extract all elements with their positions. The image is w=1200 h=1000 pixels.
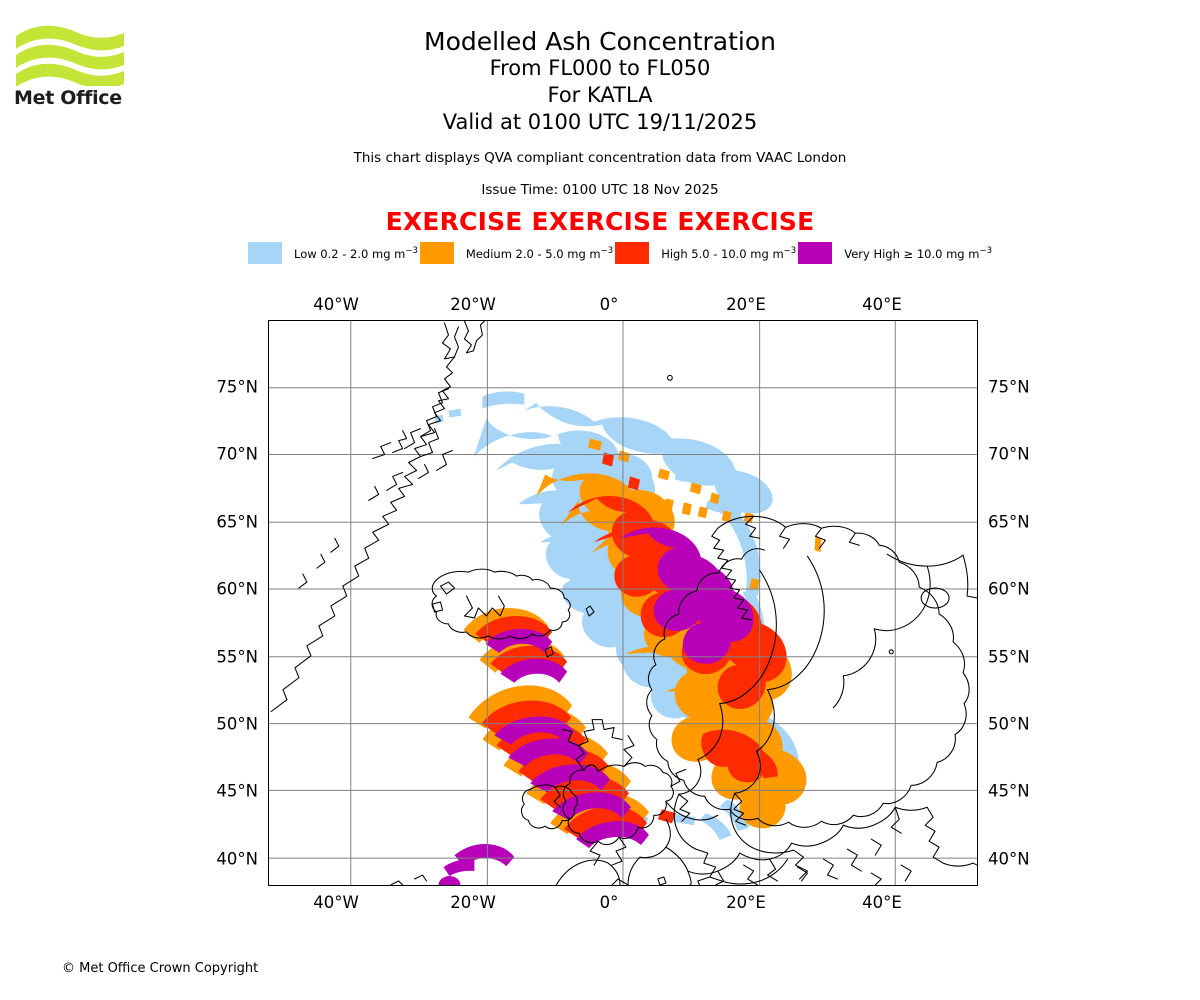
lat-label-left-65n: 65°N (216, 512, 258, 532)
legend-item-medium: Medium 2.0 - 5.0 mg m−3 (419, 241, 614, 265)
map-coastlines (270, 321, 977, 885)
lat-label-left-45n: 45°N (216, 781, 258, 801)
lat-label-right-40n: 40°N (988, 849, 1030, 869)
map-graticule (269, 321, 977, 885)
legend-label-high: High 5.0 - 10.0 mg m−3 (661, 245, 797, 261)
legend-swatch-medium (419, 242, 454, 264)
lat-label-right-75n: 75°N (988, 377, 1030, 397)
lon-label-bottom-20w: 20°W (450, 893, 496, 912)
legend-label-medium: Medium 2.0 - 5.0 mg m−3 (465, 245, 614, 261)
lat-label-right-70n: 70°N (988, 444, 1030, 464)
flight-level-range: From FL000 to FL050 (489, 56, 711, 80)
lat-label-left-50n: 50°N (216, 714, 258, 734)
lat-label-right-50n: 50°N (988, 714, 1030, 734)
lat-label-right-45n: 45°N (988, 781, 1030, 801)
legend-swatch-high (615, 242, 650, 264)
data-source-note: This chart displays QVA compliant concen… (353, 150, 847, 166)
lat-label-left-55n: 55°N (216, 647, 258, 667)
lon-label-top-40w: 40°W (313, 295, 359, 314)
lat-label-right-60n: 60°N (988, 579, 1030, 599)
lon-label-top-40e: 40°E (862, 295, 902, 314)
chart-title-block: Modelled Ash Concentration From FL000 to… (0, 0, 1200, 236)
valid-time: Valid at 0100 UTC 19/11/2025 (442, 110, 758, 134)
lon-label-bottom-40w: 40°W (313, 893, 359, 912)
legend-item-low: Low 0.2 - 2.0 mg m−3 (248, 241, 418, 265)
legend-item-high: High 5.0 - 10.0 mg m−3 (615, 241, 796, 265)
volcano-name: For KATLA (547, 83, 653, 107)
lat-label-right-65n: 65°N (988, 512, 1030, 532)
lon-label-top-20e: 20°E (726, 295, 766, 314)
issue-time: Issue Time: 0100 UTC 18 Nov 2025 (481, 182, 719, 198)
met-office-logo: Met Office (14, 24, 134, 114)
ash-concentration-map[interactable] (268, 320, 978, 886)
copyright-notice: © Met Office Crown Copyright (62, 961, 259, 976)
met-office-logo-text: Met Office (14, 87, 122, 109)
lat-label-left-70n: 70°N (216, 444, 258, 464)
lat-label-left-40n: 40°N (216, 849, 258, 869)
legend-label-low: Low 0.2 - 2.0 mg m−3 (294, 245, 418, 261)
map-canvas (269, 321, 977, 885)
exercise-banner: EXERCISE EXERCISE EXERCISE (385, 207, 815, 236)
lon-label-bottom-20e: 20°E (726, 893, 766, 912)
lat-label-left-75n: 75°N (216, 377, 258, 397)
lon-label-bottom-0: 0° (599, 893, 619, 912)
legend-swatch-low (248, 242, 282, 264)
page-title: Modelled Ash Concentration (424, 27, 776, 56)
lat-label-right-55n: 55°N (988, 647, 1030, 667)
lat-label-left-60n: 60°N (216, 579, 258, 599)
concentration-legend: Low 0.2 - 2.0 mg m−3 Medium 2.0 - 5.0 mg… (248, 241, 992, 265)
legend-swatch-very-high (798, 242, 833, 264)
legend-item-very-high: Very High ≥ 10.0 mg m−3 (798, 241, 992, 265)
legend-label-very-high: Very High ≥ 10.0 mg m−3 (844, 245, 992, 261)
lon-label-top-20w: 20°W (450, 295, 496, 314)
lon-label-bottom-40e: 40°E (862, 893, 902, 912)
met-office-waves-logo (16, 25, 124, 86)
lon-label-top-0: 0° (599, 295, 619, 314)
